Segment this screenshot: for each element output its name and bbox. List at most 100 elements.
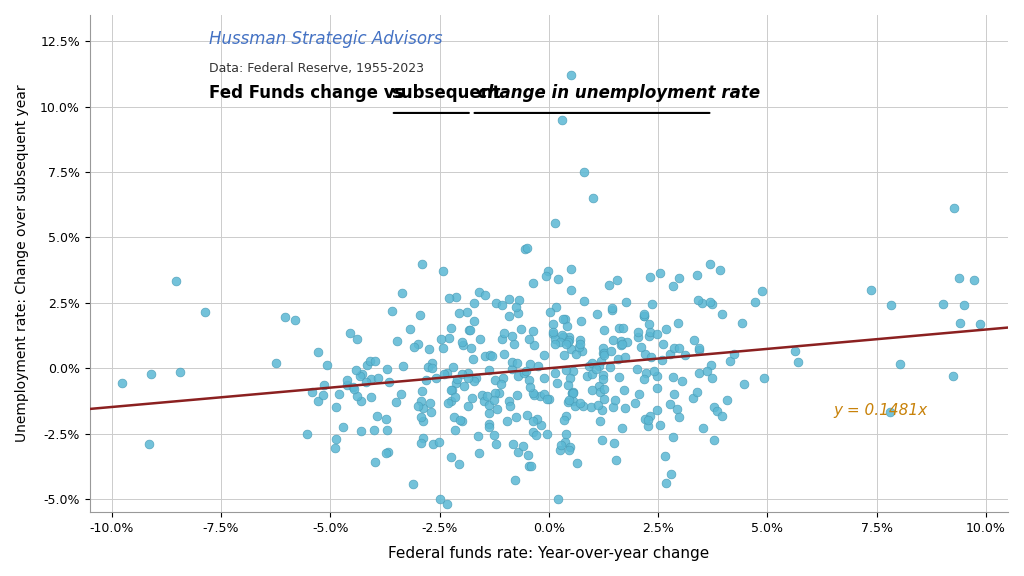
Point [287, 316, 303, 325]
Point [328, 402, 344, 411]
Point [381, 377, 397, 386]
Point [972, 320, 988, 329]
Point [573, 316, 590, 325]
Point [418, 376, 434, 385]
Point [935, 300, 951, 309]
Point [691, 343, 708, 353]
Point [414, 260, 430, 269]
Point [505, 439, 521, 448]
Text: y = 0.1481x: y = 0.1481x [834, 403, 927, 418]
Point [754, 286, 770, 295]
Point [563, 389, 580, 398]
Point [489, 404, 506, 414]
Point [563, 285, 580, 294]
Point [951, 319, 968, 328]
Point [560, 337, 577, 346]
Point [653, 355, 670, 365]
Point [451, 308, 467, 317]
Point [299, 430, 315, 439]
Point [562, 442, 579, 451]
Point [464, 393, 480, 403]
Point [364, 392, 380, 401]
Point [477, 291, 494, 300]
Point [563, 264, 580, 273]
Point [455, 340, 471, 350]
Point [539, 271, 555, 281]
Point [567, 402, 584, 411]
Point [559, 321, 575, 330]
Point [595, 343, 611, 352]
Point [656, 452, 673, 461]
Point [693, 299, 710, 308]
Point [441, 294, 458, 303]
Point [509, 358, 525, 367]
Point [395, 361, 412, 370]
Point [439, 398, 456, 407]
Point [601, 281, 617, 290]
Point [585, 194, 601, 203]
Point [652, 268, 669, 278]
Point [545, 320, 561, 329]
Point [414, 387, 430, 396]
Point [443, 396, 460, 406]
Point [611, 372, 628, 381]
Point [674, 377, 690, 386]
Point [342, 328, 358, 338]
Point [141, 439, 158, 449]
Point [549, 379, 565, 388]
Point [677, 351, 693, 360]
Point [571, 335, 588, 344]
Point [605, 438, 622, 448]
Point [465, 355, 481, 364]
Y-axis label: Unemployment rate: Change over subsequent year: Unemployment rate: Change over subsequen… [15, 85, 29, 442]
Point [427, 373, 443, 382]
Point [552, 445, 568, 454]
Point [657, 324, 674, 334]
Point [547, 369, 563, 378]
Point [454, 369, 470, 378]
Point [554, 115, 570, 124]
Point [440, 334, 457, 343]
Point [631, 390, 647, 399]
Point [526, 341, 543, 350]
Point [436, 369, 453, 378]
Point [482, 350, 499, 359]
Point [613, 341, 630, 350]
Point [966, 275, 982, 285]
Point [707, 435, 723, 445]
Point [712, 265, 728, 274]
Point [378, 426, 394, 435]
Point [649, 329, 666, 339]
Point [481, 419, 498, 429]
Point [666, 343, 682, 353]
Point [353, 426, 370, 435]
Point [550, 494, 566, 503]
Point [666, 389, 682, 399]
Point [665, 372, 681, 381]
Point [453, 415, 469, 424]
Point [636, 309, 652, 318]
Point [560, 335, 577, 344]
Point [613, 423, 630, 433]
Point [525, 416, 542, 425]
Point [531, 392, 548, 401]
Point [629, 365, 645, 374]
Point [593, 357, 609, 366]
Point [421, 344, 437, 354]
Point [442, 452, 459, 461]
Point [640, 320, 656, 329]
Point [315, 381, 332, 390]
Point [689, 271, 706, 280]
Point [630, 327, 646, 336]
Point [594, 406, 610, 415]
Point [451, 460, 467, 469]
Point [547, 339, 563, 348]
Point [613, 336, 630, 346]
Point [412, 310, 428, 320]
Point [406, 343, 422, 352]
Point [339, 376, 355, 385]
Point [539, 429, 555, 438]
Point [722, 357, 738, 366]
Point [443, 323, 460, 332]
Point [571, 399, 588, 408]
